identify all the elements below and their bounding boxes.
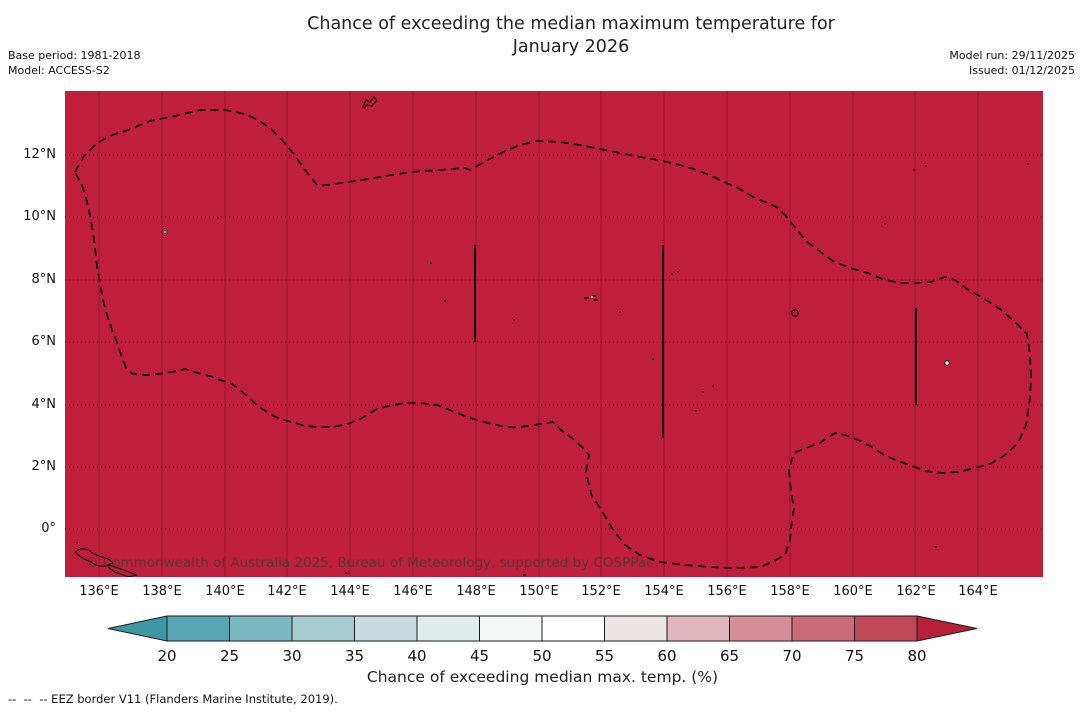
metadata-left: Base period: 1981-2018 Model: ACCESS-S2 bbox=[8, 49, 140, 78]
colorbar-segment bbox=[416, 615, 480, 642]
y-tick-label: 2°N bbox=[31, 459, 57, 474]
colorbar-tick: 75 bbox=[845, 647, 864, 665]
chuuk-island-cluster bbox=[584, 295, 598, 301]
colorbar-segment bbox=[604, 615, 668, 642]
colorbar-tick: 65 bbox=[720, 647, 739, 665]
colorbar-segment bbox=[541, 615, 605, 642]
issued-text: Issued: 01/12/2025 bbox=[968, 63, 1075, 77]
y-tick-label: 0° bbox=[41, 521, 56, 536]
map-canvas bbox=[65, 91, 1043, 577]
metadata-right: Model run: 29/11/2025 Issued: 01/12/2025 bbox=[949, 49, 1075, 78]
colorbar-tick: 30 bbox=[282, 647, 301, 665]
small-island-specks bbox=[217, 163, 1029, 576]
x-tick-label: 154°E bbox=[644, 584, 684, 599]
y-tick-label: 8°N bbox=[31, 272, 57, 287]
y-tick-label: 12°N bbox=[23, 147, 56, 162]
y-tick-label: 10°N bbox=[23, 209, 56, 224]
pohnpei-island-outline bbox=[791, 309, 799, 317]
colorbar-segment bbox=[729, 615, 793, 642]
islands bbox=[74, 96, 1029, 577]
eez-sector-lines bbox=[474, 245, 917, 438]
colorbar-segment bbox=[166, 615, 230, 642]
colorbar-segment bbox=[354, 615, 418, 642]
x-tick-label: 152°E bbox=[581, 584, 621, 599]
eez-border-path bbox=[74, 109, 1032, 569]
colorbar-tick: 35 bbox=[345, 647, 364, 665]
x-tick-label: 146°E bbox=[393, 584, 433, 599]
chart-title-line1: Chance of exceeding the median maximum t… bbox=[307, 14, 835, 34]
model-text: Model: ACCESS-S2 bbox=[8, 63, 110, 77]
x-tick-label: 158°E bbox=[770, 584, 810, 599]
gridlines-latitude bbox=[65, 154, 1043, 530]
chart-title: Chance of exceeding the median maximum t… bbox=[57, 13, 1085, 59]
x-tick-label: 142°E bbox=[267, 584, 307, 599]
x-tick-label: 156°E bbox=[707, 584, 747, 599]
x-tick-label: 148°E bbox=[456, 584, 496, 599]
colorbar: 20 25 30 35 40 45 50 55 60 65 70 75 80 bbox=[107, 615, 978, 665]
colorbar-tick: 50 bbox=[532, 647, 551, 665]
colorbar-tick: 45 bbox=[470, 647, 489, 665]
eez-source-note: -- -- -- EEZ border V11 (Flanders Marine… bbox=[8, 692, 338, 706]
colorbar-tick: 70 bbox=[782, 647, 801, 665]
colorbar-under-arrow bbox=[107, 615, 168, 642]
colorbar-tick: 55 bbox=[595, 647, 614, 665]
colorbar-segment bbox=[229, 615, 293, 642]
yap-island bbox=[162, 229, 168, 235]
y-tick-label: 4°N bbox=[31, 397, 57, 412]
colorbar-axis-label: Chance of exceeding median max. temp. (%… bbox=[366, 668, 719, 686]
colorbar-segment bbox=[479, 615, 543, 642]
colorbar-tick: 80 bbox=[907, 647, 926, 665]
chart-title-line2: January 2026 bbox=[512, 37, 630, 57]
x-tick-label: 162°E bbox=[896, 584, 936, 599]
colorbar-segment bbox=[666, 615, 730, 642]
guam-island-outline bbox=[362, 96, 378, 109]
colorbar-segment bbox=[791, 615, 855, 642]
x-tick-label: 160°E bbox=[833, 584, 873, 599]
colorbar-tick-labels: 20 25 30 35 40 45 50 55 60 65 70 75 80 bbox=[157, 647, 926, 665]
colorbar-over-arrow bbox=[916, 615, 978, 642]
model-run-text: Model run: 29/11/2025 bbox=[949, 49, 1075, 62]
colorbar-tick: 60 bbox=[657, 647, 676, 665]
y-tick-label: 6°N bbox=[31, 334, 57, 349]
colorbar-segment bbox=[854, 615, 918, 642]
map-background bbox=[65, 91, 1043, 577]
colorbar-tick: 25 bbox=[220, 647, 239, 665]
copyright-watermark: © Commonwealth of Australia 2025, Bureau… bbox=[85, 555, 654, 571]
x-tick-label: 136°E bbox=[79, 584, 119, 599]
colorbar-tick: 40 bbox=[407, 647, 426, 665]
colorbar-segments bbox=[166, 615, 918, 642]
base-period-text: Base period: 1981-2018 bbox=[8, 49, 141, 62]
x-tick-label: 140°E bbox=[205, 584, 245, 599]
x-tick-label: 150°E bbox=[519, 584, 559, 599]
colorbar-tick: 20 bbox=[157, 647, 176, 665]
kosrae-island bbox=[944, 360, 950, 366]
x-tick-label: 164°E bbox=[958, 584, 998, 599]
new-guinea-coastline bbox=[74, 542, 138, 577]
x-tick-label: 144°E bbox=[330, 584, 370, 599]
colorbar-segment bbox=[291, 615, 355, 642]
x-tick-label: 138°E bbox=[142, 584, 182, 599]
map-plot-area: © Commonwealth of Australia 2025, Bureau… bbox=[65, 91, 1043, 577]
